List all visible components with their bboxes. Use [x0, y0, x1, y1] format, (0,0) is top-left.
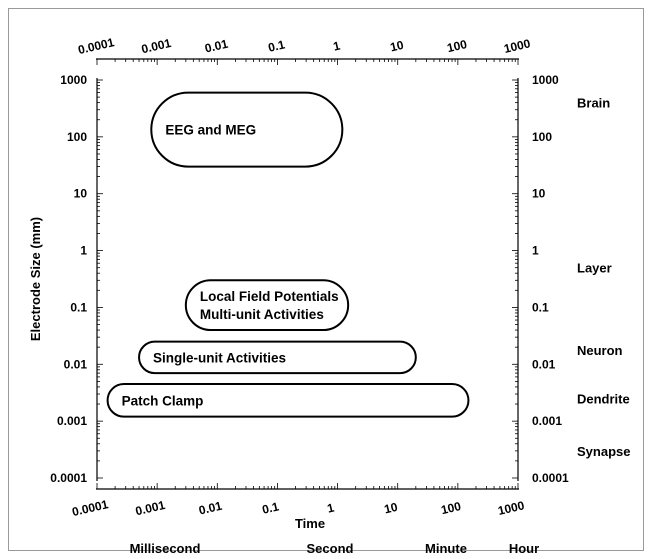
x-bottom-tick-label: 1 [326, 500, 336, 515]
x-top-tick-label: 0.001 [140, 36, 173, 56]
x-bottom-tick-label: 100 [440, 499, 463, 517]
x-top-tick-label: 0.0001 [77, 35, 116, 57]
x-bottom-tick-label: 0.1 [261, 499, 281, 516]
x-top-tick-label: 0.01 [203, 37, 229, 56]
y-right-tick-label: 100 [532, 130, 552, 144]
x-bottom-tick-label: 1000 [497, 498, 526, 518]
y-left-tick-label: 100 [67, 130, 87, 144]
y-left-tick-label: 1000 [60, 73, 87, 87]
x-axis-title: Time [295, 516, 325, 531]
technique-box [106, 383, 470, 418]
x-top-tick-label: 100 [446, 37, 469, 55]
technique-box [138, 340, 417, 375]
time-scale-label: Second [307, 541, 354, 556]
y-right-tick-label: 10 [532, 187, 546, 201]
x-top-tick-label: 1 [332, 38, 342, 53]
y-left-tick-label: 0.01 [64, 357, 88, 371]
y-right-tick-label: 0.1 [532, 300, 549, 314]
x-bottom-tick-label: 0.0001 [71, 497, 110, 519]
y-right-tick-label: 0.001 [532, 414, 562, 428]
technique-label: Patch Clamp [122, 393, 204, 408]
spatial-scale-label: Brain [577, 96, 610, 111]
x-bottom-tick-label: 0.001 [134, 498, 167, 518]
y-left-tick-label: 10 [74, 187, 88, 201]
y-left-tick-label: 0.001 [57, 414, 87, 428]
technique-box [184, 279, 350, 332]
spatial-scale-label: Layer [577, 261, 612, 276]
y-right-tick-label: 1000 [532, 73, 559, 87]
y-left-tick-label: 1 [80, 244, 87, 258]
y-right-tick-label: 0.0001 [532, 471, 569, 485]
y-left-tick-label: 0.1 [70, 300, 87, 314]
technique-label: Multi-unit Activities [200, 307, 324, 322]
x-bottom-tick-label: 0.01 [197, 499, 223, 518]
x-bottom-tick-label: 10 [383, 500, 399, 517]
spatial-scale-label: Dendrite [577, 392, 630, 407]
y-left-tick-label: 0.0001 [50, 471, 87, 485]
time-scale-label: Hour [509, 541, 539, 556]
y-axis-title: Electrode Size (mm) [28, 217, 43, 341]
x-top-tick-label: 10 [389, 38, 405, 55]
technique-label: EEG and MEG [165, 123, 256, 138]
technique-label: Single-unit Activities [153, 350, 286, 365]
x-top-tick-label: 1000 [503, 36, 532, 56]
x-top-tick-label: 0.1 [267, 37, 287, 54]
technique-box [150, 91, 344, 168]
y-right-tick-label: 1 [532, 244, 539, 258]
spatial-scale-label: Neuron [577, 343, 623, 358]
time-scale-label: Millisecond [130, 541, 201, 556]
spatial-scale-label: Synapse [577, 444, 630, 459]
y-right-tick-label: 0.01 [532, 357, 556, 371]
time-scale-label: Minute [425, 541, 467, 556]
technique-label: Local Field Potentials [200, 289, 339, 304]
